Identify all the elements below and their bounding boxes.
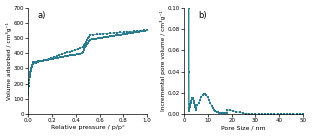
Text: a): a): [38, 11, 46, 20]
X-axis label: Relative pressure / p/p°: Relative pressure / p/p°: [51, 125, 125, 130]
Y-axis label: Volume adsorbed / cm³g⁻¹: Volume adsorbed / cm³g⁻¹: [6, 22, 12, 100]
X-axis label: Pore Size / nm: Pore Size / nm: [221, 125, 266, 130]
Y-axis label: Incremental pore volume / cm³g⁻¹: Incremental pore volume / cm³g⁻¹: [160, 11, 166, 111]
Text: b): b): [198, 11, 207, 20]
